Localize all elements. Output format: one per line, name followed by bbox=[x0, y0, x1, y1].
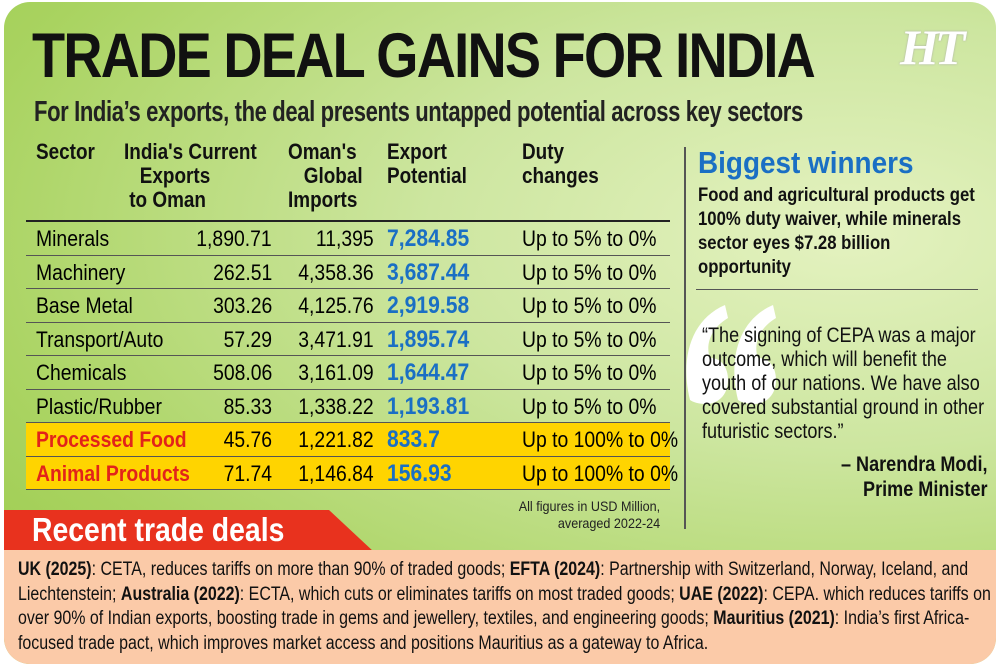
current-exports-cell: 85.33 bbox=[223, 393, 272, 419]
deal-label: Australia (2022) bbox=[120, 583, 240, 605]
units-note: All figures in USD Million, averaged 202… bbox=[519, 498, 660, 532]
export-potential-cell: 2,919.58 bbox=[387, 292, 470, 319]
subtitle: For India’s exports, the deal presents u… bbox=[34, 96, 803, 128]
winners-heading: Biggest winners bbox=[698, 145, 914, 180]
oman-imports-cell: 1,146.84 bbox=[298, 460, 374, 486]
export-potential-cell: 156.93 bbox=[387, 459, 452, 487]
divider bbox=[684, 147, 686, 529]
table-row: Base Metal 303.26 4,125.76 2,919.58 Up to 5%… bbox=[26, 289, 670, 323]
current-exports-cell: 303.26 bbox=[212, 293, 272, 318]
quote-text: “The signing of CEPA was a major outcome… bbox=[702, 324, 985, 443]
oman-imports-cell: 1,221.82 bbox=[298, 427, 374, 452]
sector-cell: Base Metal bbox=[36, 293, 133, 318]
deal-label: EFTA (2024) bbox=[509, 559, 601, 580]
sector-cell: Chemicals bbox=[36, 360, 127, 385]
deal-text: : India’s first Africa-focused trade pac… bbox=[18, 608, 970, 654]
export-potential-cell: 833.7 bbox=[387, 426, 440, 453]
trade-table: Sector India's Current Exports to Oman O… bbox=[26, 140, 678, 490]
deal-text: : CETA, reduces tariffs on more than 90%… bbox=[91, 559, 510, 580]
quote-attribution: – Narendra Modi, Prime Minister bbox=[702, 452, 991, 502]
table-row: Animal Products 71.74 1,146.84 156.93 Up to … bbox=[26, 456, 678, 490]
deal-label: UK (2025) bbox=[18, 559, 92, 580]
oman-imports-cell: 1,338.22 bbox=[298, 393, 374, 419]
table-row: Chemicals 508.06 3,161.09 1,644.47 Up to 5% … bbox=[26, 356, 670, 390]
duty-cell: Up to 100% to 0% bbox=[522, 460, 679, 486]
export-potential-cell: 3,687.44 bbox=[387, 258, 470, 286]
sector-cell: Plastic/Rubber bbox=[36, 393, 162, 419]
current-exports-cell: 508.06 bbox=[212, 360, 272, 385]
sector-cell: Processed Food bbox=[36, 427, 187, 452]
current-exports-cell: 45.76 bbox=[223, 427, 272, 452]
sector-cell: Transport/Auto bbox=[36, 326, 164, 352]
table-row: Machinery 262.51 4,358.36 3,687.44 Up to 5% … bbox=[26, 256, 670, 289]
winners-text: Food and agricultural products get 100% … bbox=[698, 185, 975, 278]
current-exports-cell: 57.29 bbox=[223, 326, 272, 352]
oman-imports-cell: 11,395 bbox=[316, 226, 374, 251]
infographic: TRADE DEAL GAINS FOR INDIA HT For India’… bbox=[4, 2, 996, 664]
export-potential-cell: 1,193.81 bbox=[387, 392, 470, 420]
quote-name: – Narendra Modi, bbox=[840, 453, 988, 476]
deal-text: : Partnership with Switzerland, Norway, … bbox=[18, 559, 969, 605]
duty-cell: Up to 5% to 0% bbox=[522, 293, 657, 318]
export-potential-cell: 1,644.47 bbox=[387, 359, 470, 386]
duty-cell: Up to 5% to 0% bbox=[522, 226, 657, 251]
table-header: Sector India's Current Exports to Oman O… bbox=[26, 140, 670, 222]
table-row: Plastic/Rubber 85.33 1,338.22 1,193.81 Up to… bbox=[26, 390, 670, 423]
page-title: TRADE DEAL GAINS FOR INDIA bbox=[32, 21, 816, 91]
deal-label: Mauritius (2021) bbox=[713, 608, 835, 629]
recent-deals-box: UK (2025): CETA, reduces tariffs on more… bbox=[4, 550, 996, 664]
sector-cell: Machinery bbox=[36, 259, 126, 285]
duty-cell: Up to 5% to 0% bbox=[522, 360, 657, 385]
deal-label: UAE (2022) bbox=[679, 583, 764, 605]
duty-cell: Up to 5% to 0% bbox=[522, 393, 657, 419]
current-exports-cell: 262.51 bbox=[212, 259, 272, 285]
oman-imports-cell: 3,161.09 bbox=[298, 360, 374, 385]
table-row: Transport/Auto 57.29 3,471.91 1,895.74 Up to… bbox=[26, 323, 670, 356]
quote-block: “The signing of CEPA was a major outcome… bbox=[702, 324, 991, 502]
duty-cell: Up to 5% to 0% bbox=[522, 259, 657, 285]
recent-deals-text: UK (2025): CETA, reduces tariffs on more… bbox=[18, 558, 996, 656]
deal-text: : CEPA. which reduces tariffs on over 90… bbox=[18, 583, 991, 630]
quote-mark-icon bbox=[686, 305, 776, 404]
header-oman-imports: Oman's Global Imports bbox=[288, 139, 363, 212]
table-row: Processed Food 45.76 1,221.82 833.7 Up to 10… bbox=[26, 423, 678, 457]
deal-text: : ECTA, which cuts or eliminates tariffs… bbox=[239, 583, 680, 605]
header-export-potential: Export Potential bbox=[387, 139, 467, 188]
oman-imports-cell: 3,471.91 bbox=[298, 326, 374, 352]
table-body: Minerals 1,890.71 11,395 7,284.85 Up to 5% t… bbox=[26, 222, 678, 490]
recent-deals-heading: Recent trade deals bbox=[32, 511, 285, 548]
divider bbox=[696, 289, 978, 290]
duty-cell: Up to 5% to 0% bbox=[522, 326, 657, 352]
export-potential-cell: 7,284.85 bbox=[387, 225, 470, 252]
current-exports-cell: 1,890.71 bbox=[196, 226, 272, 251]
export-potential-cell: 1,895.74 bbox=[387, 325, 470, 353]
table-row: Minerals 1,890.71 11,395 7,284.85 Up to 5% t… bbox=[26, 222, 670, 256]
current-exports-cell: 71.74 bbox=[223, 460, 272, 486]
header-current-exports: India's Current Exports to Oman bbox=[124, 139, 257, 212]
header-duty-changes: Duty changes bbox=[522, 139, 599, 188]
sector-cell: Minerals bbox=[36, 226, 110, 251]
note-line: All figures in USD Million, bbox=[518, 498, 660, 514]
sector-cell: Animal Products bbox=[36, 460, 190, 486]
recent-deals-banner: Recent trade deals bbox=[4, 510, 374, 552]
quote-role: Prime Minister bbox=[863, 478, 988, 501]
header-sector: Sector bbox=[36, 139, 95, 164]
oman-imports-cell: 4,358.36 bbox=[298, 259, 374, 285]
note-line: averaged 2022-24 bbox=[557, 515, 660, 531]
duty-cell: Up to 100% to 0% bbox=[522, 427, 679, 452]
oman-imports-cell: 4,125.76 bbox=[298, 293, 374, 318]
ht-logo: HT bbox=[900, 19, 965, 75]
